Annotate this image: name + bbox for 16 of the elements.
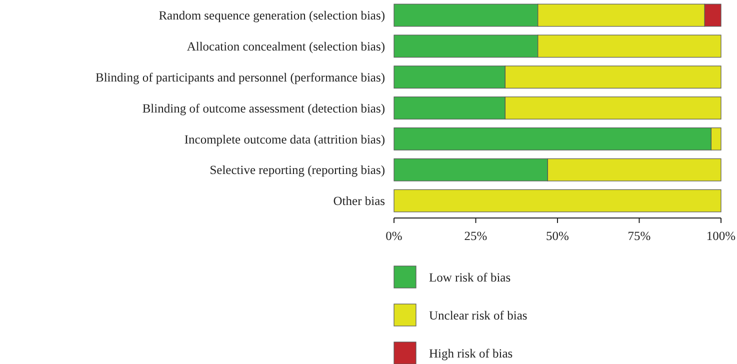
y-tick-label: Other bias <box>333 194 386 208</box>
legend-label: Unclear risk of bias <box>429 308 528 322</box>
x-tick-label: 50% <box>546 229 569 243</box>
y-tick-label: Random sequence generation (selection bias) <box>158 8 385 23</box>
bar <box>394 189 722 212</box>
x-tick-label: 75% <box>628 229 651 243</box>
y-tick-label: Allocation concealment (selection bias) <box>186 40 385 54</box>
legend-label: High risk of bias <box>429 346 513 360</box>
legend-label: Low risk of bias <box>429 270 511 284</box>
y-tick-label: Selective reporting (reporting bias) <box>210 163 385 178</box>
y-tick-label: Blinding of participants and personnel (performance bias) <box>96 70 385 84</box>
x-tick-label: 0% <box>386 229 402 243</box>
y-tick-label: Incomplete outcome data (attrition bias) <box>184 132 385 146</box>
x-tick-label: 100% <box>706 229 736 243</box>
y-tick-label: Blinding of outcome assessment (detection bias) <box>142 101 385 116</box>
x-tick-label: 25% <box>464 229 488 243</box>
